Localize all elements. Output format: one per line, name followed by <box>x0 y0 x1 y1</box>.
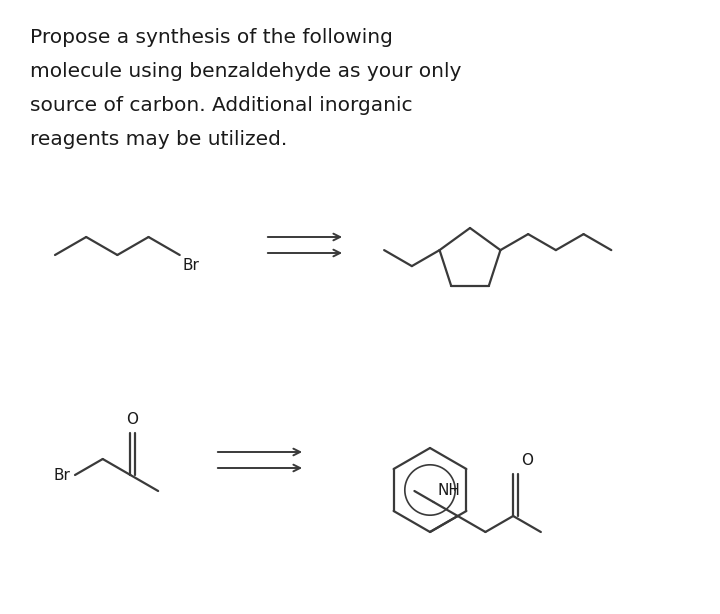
Text: Br: Br <box>53 467 70 483</box>
Text: Br: Br <box>183 258 199 273</box>
Text: O: O <box>127 412 138 427</box>
Text: reagents may be utilized.: reagents may be utilized. <box>30 130 287 149</box>
Text: molecule using benzaldehyde as your only: molecule using benzaldehyde as your only <box>30 62 462 81</box>
Text: Propose a synthesis of the following: Propose a synthesis of the following <box>30 28 393 47</box>
Text: NH: NH <box>438 483 460 498</box>
Text: O: O <box>521 453 533 468</box>
Text: source of carbon. Additional inorganic: source of carbon. Additional inorganic <box>30 96 413 115</box>
